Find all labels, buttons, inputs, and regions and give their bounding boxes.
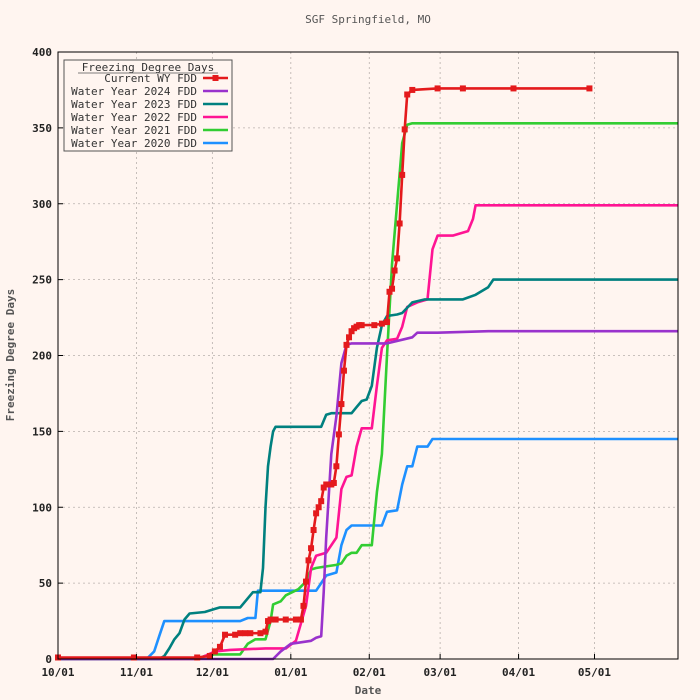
y-tick-label: 250 — [32, 274, 52, 287]
x-tick-label: 01/01 — [274, 666, 307, 679]
data-point-marker — [396, 220, 403, 227]
data-point-marker — [586, 85, 593, 92]
legend-label: Water Year 2020 FDD — [71, 137, 197, 150]
x-tick-label: 11/01 — [120, 666, 153, 679]
series-line — [58, 278, 678, 661]
data-point-marker — [338, 401, 345, 408]
data-point-marker — [330, 479, 337, 486]
data-point-marker — [303, 578, 309, 585]
data-point-marker — [216, 643, 223, 650]
legend-label: Water Year 2022 FDD — [71, 111, 197, 124]
data-point-marker — [315, 504, 322, 511]
legend-label: Water Year 2024 FDD — [71, 85, 197, 98]
x-tick-label: 12/01 — [196, 666, 229, 679]
series-line — [58, 122, 678, 661]
chart-title: SGF Springfield, MO — [305, 13, 431, 26]
x-axis-label: Date — [355, 684, 382, 697]
data-point-marker — [389, 285, 396, 292]
data-point-marker — [232, 631, 239, 638]
data-point-marker — [404, 91, 411, 98]
data-point-marker — [206, 652, 213, 659]
y-tick-label: 50 — [39, 577, 52, 590]
legend-title: Freezing Degree Days — [82, 61, 214, 74]
data-point-marker — [247, 630, 254, 637]
data-point-marker — [313, 510, 320, 517]
data-point-marker — [391, 267, 398, 274]
data-point-marker — [333, 463, 340, 470]
data-point-marker — [308, 545, 315, 552]
data-point-marker — [130, 654, 137, 661]
tick-labels: 0 50 100 150 200 250 300 350 400 10/01 11/01 12/01 0… — [32, 46, 611, 679]
data-point-marker — [262, 628, 269, 635]
data-point-marker — [318, 498, 325, 505]
data-point-marker — [305, 557, 312, 564]
y-tick-label: 0 — [45, 653, 52, 666]
data-point-marker — [310, 527, 317, 534]
x-tick-label: 02/01 — [353, 666, 386, 679]
legend-marker — [212, 75, 219, 81]
data-point-marker — [237, 630, 244, 637]
y-tick-label: 300 — [32, 198, 52, 211]
data-point-marker — [459, 85, 466, 92]
data-point-marker — [340, 367, 347, 374]
x-tick-label: 10/01 — [41, 666, 74, 679]
legend-box — [63, 59, 233, 152]
data-point-marker — [378, 320, 385, 327]
x-tick-label: 03/01 — [424, 666, 457, 679]
data-point-marker — [510, 85, 517, 92]
data-point-marker — [267, 616, 274, 623]
data-point-marker — [272, 616, 279, 623]
data-point-marker — [386, 288, 393, 295]
data-point-marker — [383, 319, 390, 326]
data-point-marker — [320, 484, 327, 491]
legend-label: Current WY FDD — [104, 72, 197, 85]
y-tick-label: 200 — [32, 350, 52, 363]
x-tick-label: 05/01 — [578, 666, 611, 679]
legend: Freezing Degree Days Current WY FDDWater… — [63, 59, 233, 152]
data-point-marker — [401, 126, 408, 133]
y-tick-label: 150 — [32, 425, 52, 438]
data-point-marker — [346, 334, 353, 341]
data-point-marker — [348, 328, 355, 335]
data-point-marker — [297, 616, 304, 623]
data-point-marker — [222, 631, 229, 638]
data-point-marker — [409, 86, 416, 93]
legend-label: Water Year 2023 FDD — [71, 98, 197, 111]
legend-label: Water Year 2021 FDD — [71, 124, 197, 137]
series-line — [58, 204, 678, 661]
data-point-marker — [335, 431, 342, 438]
x-tick-label: 04/01 — [502, 666, 535, 679]
plot-frame — [57, 51, 679, 660]
data-point-marker — [282, 616, 289, 623]
data-point-marker — [399, 171, 406, 178]
y-tick-label: 100 — [32, 501, 52, 514]
series-layer — [55, 85, 678, 661]
y-tick-label: 350 — [32, 122, 52, 135]
data-point-marker — [242, 630, 249, 637]
data-point-marker — [194, 654, 201, 661]
y-axis-label: Freezing Degree Days — [4, 289, 17, 421]
data-point-marker — [343, 341, 350, 348]
y-tick-label: 400 — [32, 46, 52, 59]
series-line — [58, 437, 678, 661]
data-point-marker — [292, 616, 299, 623]
data-point-marker — [371, 322, 378, 329]
data-point-marker — [211, 648, 218, 655]
data-point-marker — [257, 630, 264, 637]
data-point-marker — [434, 85, 441, 92]
data-point-marker — [300, 602, 307, 609]
data-point-marker — [358, 322, 365, 329]
series-line — [58, 329, 678, 661]
data-point-marker — [394, 255, 401, 262]
